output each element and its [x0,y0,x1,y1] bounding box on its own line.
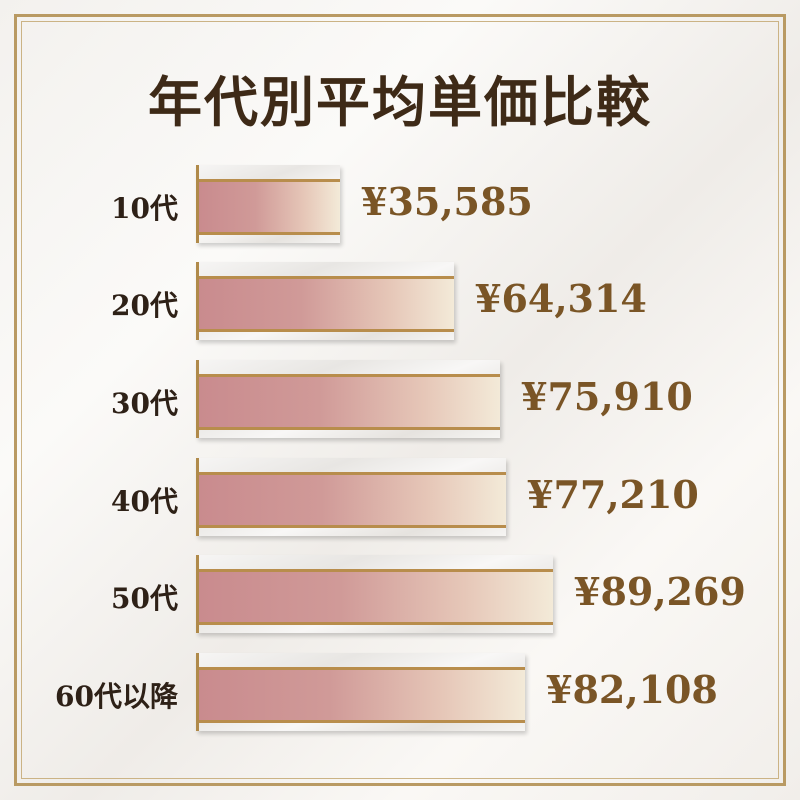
bar-row: 10代 ¥35,585 [0,165,800,245]
bar-row: 50代 ¥89,269 [0,555,800,635]
chart-title: 年代別平均単価比較 [148,70,652,134]
value-label: ¥64,314 [475,276,647,321]
bar [196,653,525,731]
value-label: ¥35,585 [361,179,533,224]
inner-gold-frame [21,21,779,779]
bar-fill [199,374,500,430]
bar [196,165,340,243]
bar-row: 20代 ¥64,314 [0,262,800,342]
category-label: 60代以降 [55,680,178,713]
bar-row: 40代 ¥77,210 [0,458,800,538]
category-label: 10代 [111,192,178,225]
bar-fill [199,179,340,235]
value-label: ¥89,269 [574,569,746,614]
bar-fill [199,569,553,625]
category-label: 50代 [111,582,178,615]
bar-fill [199,667,525,723]
bar [196,555,553,633]
value-label: ¥77,210 [527,472,699,517]
bar-row: 60代以降 ¥82,108 [0,653,800,733]
outer-gold-frame [14,14,786,786]
bar-fill [199,472,506,528]
bar-fill [199,276,454,332]
category-label: 20代 [111,289,178,322]
bar [196,458,506,536]
bar [196,262,454,340]
value-label: ¥75,910 [521,374,693,419]
category-label: 30代 [111,387,178,420]
bar-row: 30代 ¥75,910 [0,360,800,440]
category-label: 40代 [111,485,178,518]
bar [196,360,500,438]
value-label: ¥82,108 [546,667,718,712]
